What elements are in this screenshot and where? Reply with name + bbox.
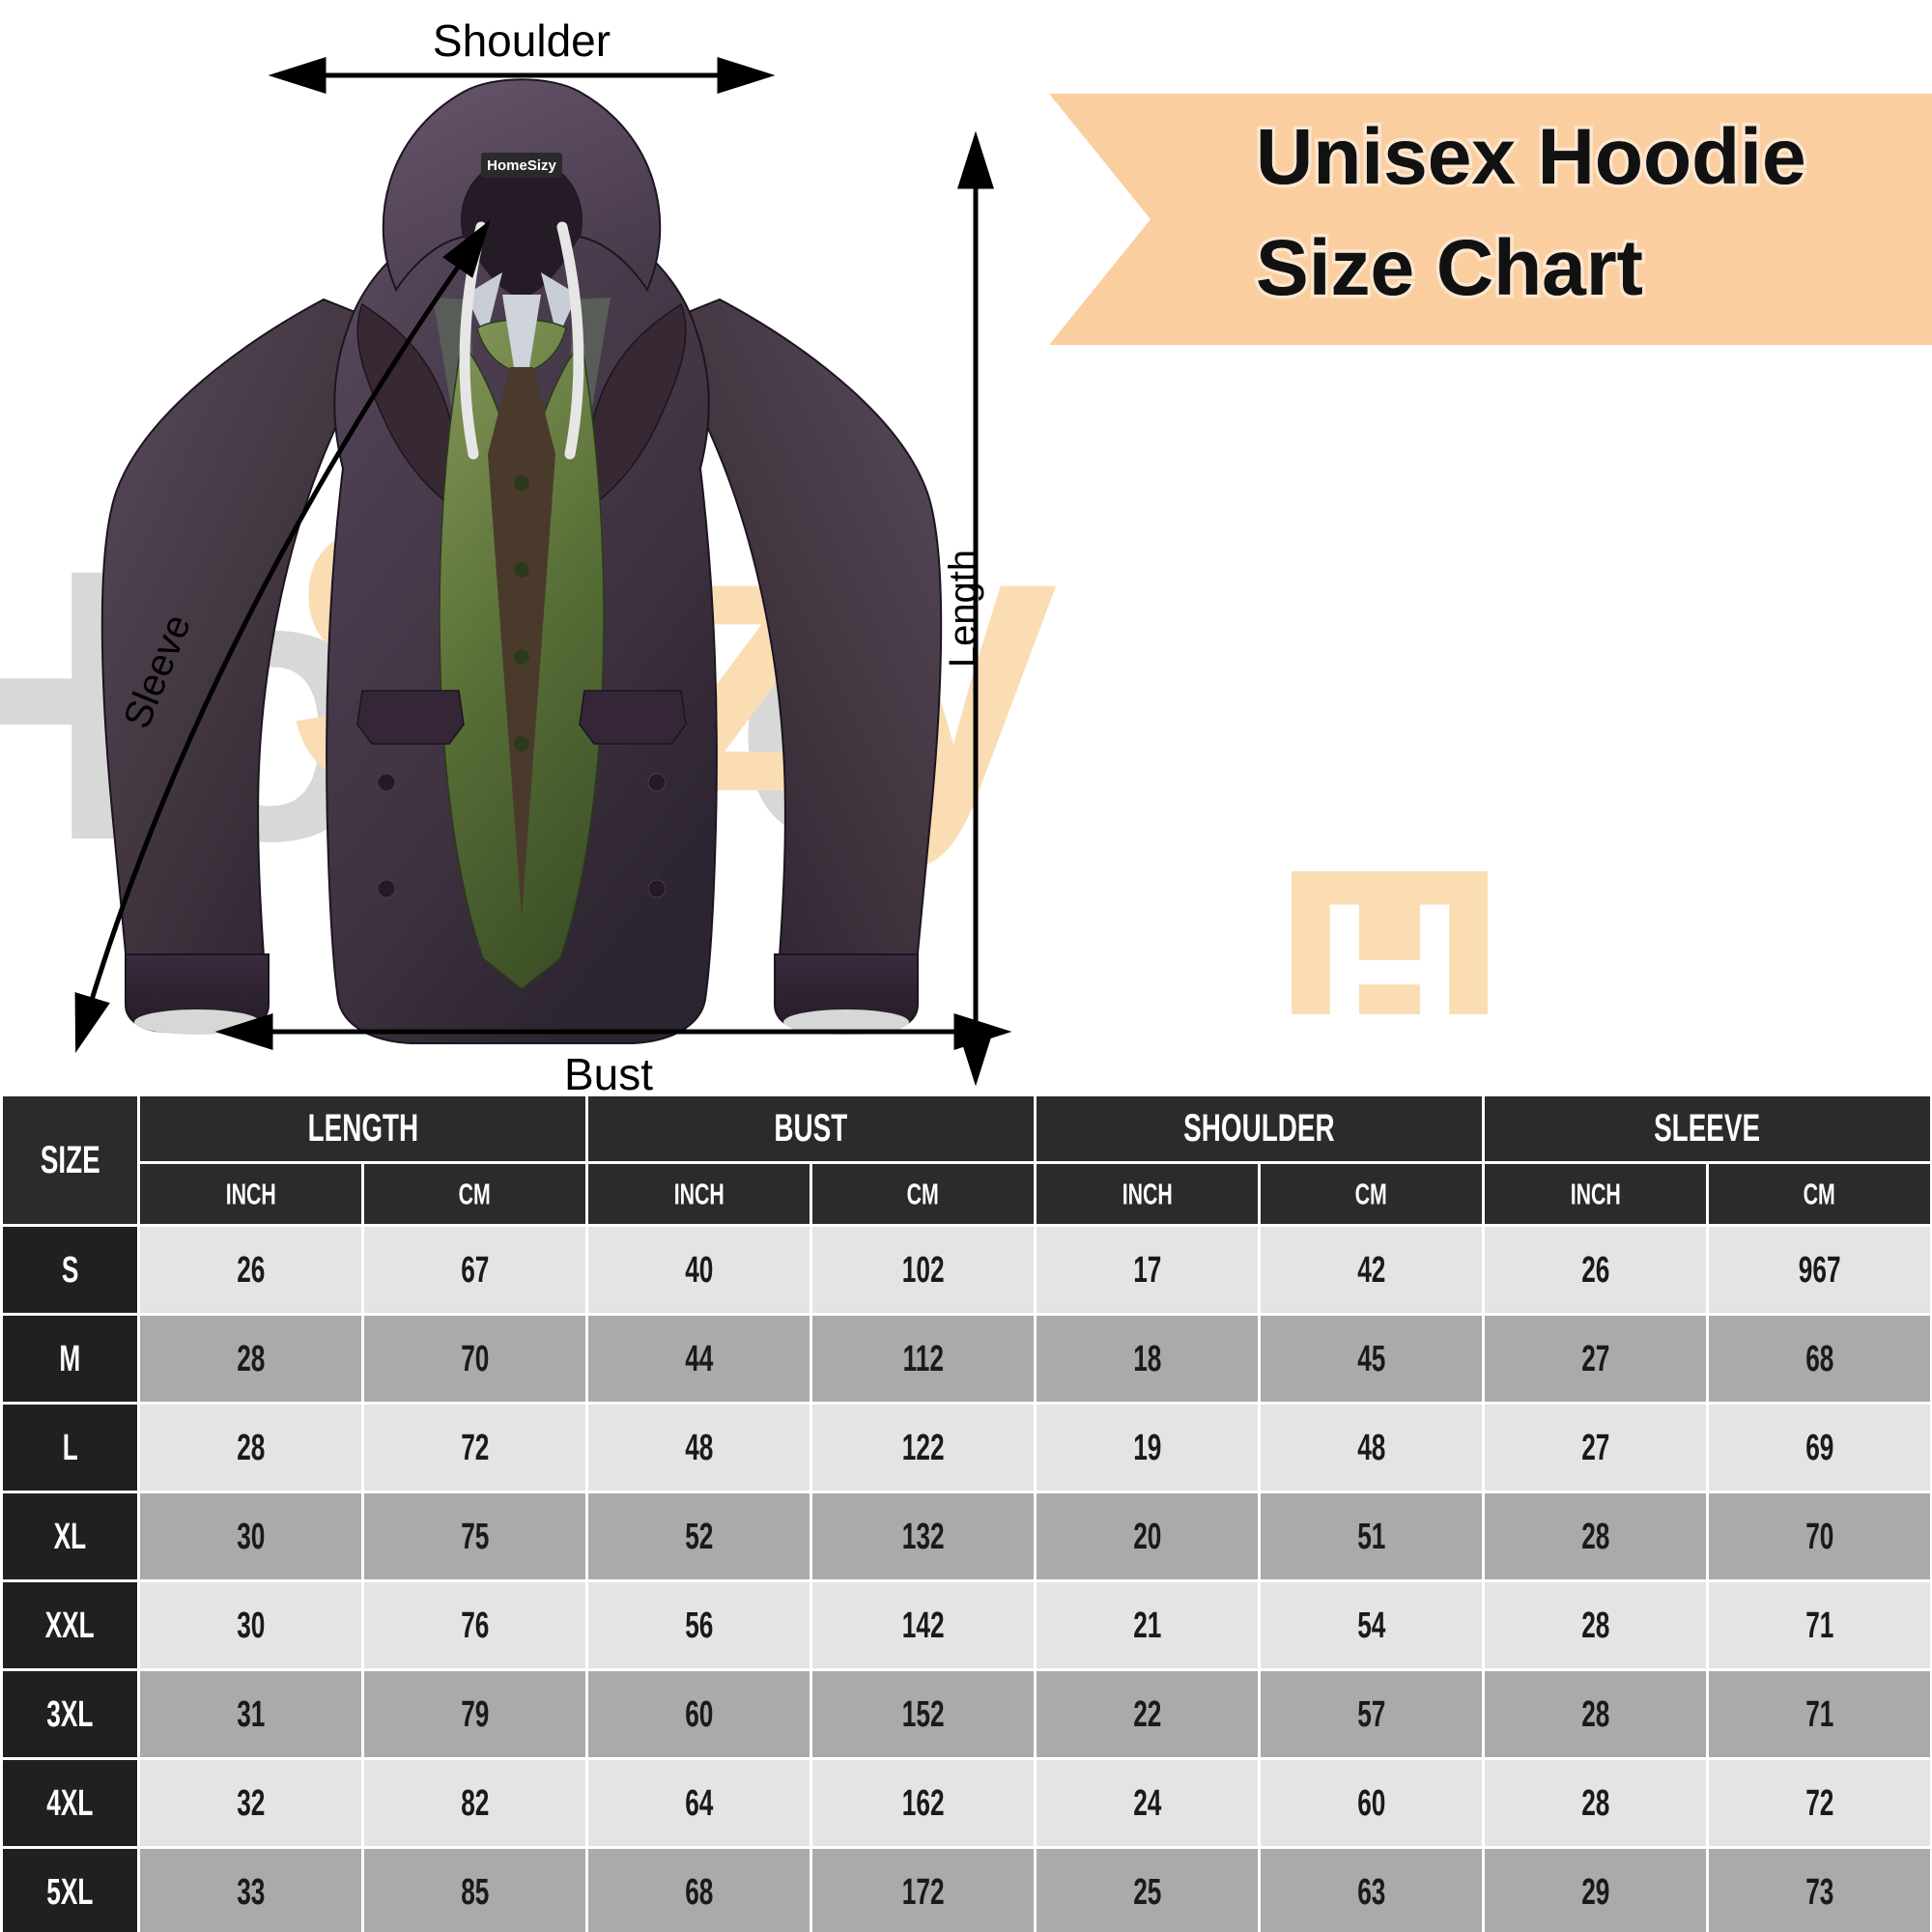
svg-text:Sleeve: Sleeve — [116, 609, 200, 734]
svg-text:Bust: Bust — [564, 1049, 653, 1099]
svg-text:Length: Length — [942, 550, 984, 668]
svg-text:Shoulder: Shoulder — [433, 15, 611, 66]
